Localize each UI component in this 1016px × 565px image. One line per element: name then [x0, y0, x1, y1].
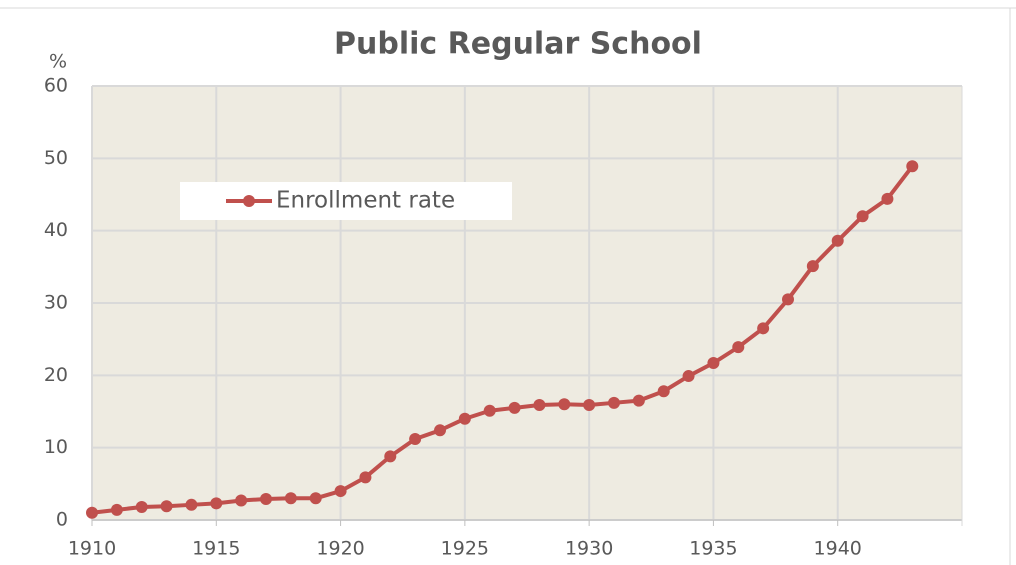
- data-point: [135, 500, 148, 513]
- x-tick-label: 1915: [192, 538, 240, 560]
- data-point: [831, 234, 844, 247]
- data-point: [309, 492, 322, 505]
- chart-title: Public Regular School: [334, 27, 702, 62]
- data-point: [235, 494, 248, 507]
- x-tick-label: 1925: [441, 538, 489, 560]
- x-tick-label: 1910: [68, 538, 116, 560]
- data-point: [732, 341, 745, 354]
- data-point: [608, 396, 620, 409]
- y-tick-label: 30: [44, 292, 68, 314]
- data-point: [583, 398, 596, 411]
- x-tick-label: 1935: [689, 538, 737, 560]
- y-tick-label: 60: [44, 75, 68, 97]
- data-point: [881, 192, 894, 205]
- data-line: [91, 165, 914, 515]
- y-tick-label: 0: [56, 509, 68, 531]
- data-point: [806, 260, 819, 273]
- data-point: [757, 322, 770, 335]
- data-point: [856, 210, 869, 223]
- y-tick-label: 20: [44, 364, 68, 386]
- legend-marker: [243, 195, 255, 207]
- data-point: [260, 493, 272, 506]
- data-point: [110, 503, 123, 516]
- data-point: [632, 394, 645, 407]
- y-tick-label: 10: [44, 436, 68, 458]
- data-point: [160, 500, 173, 513]
- data-point: [434, 424, 446, 437]
- data-point: [409, 432, 422, 445]
- data-point: [284, 492, 297, 505]
- data-point: [483, 404, 496, 417]
- x-tick-label: 1920: [316, 538, 364, 560]
- data-point: [384, 450, 397, 463]
- x-tick-label: 1930: [565, 538, 613, 560]
- data-point: [508, 401, 521, 414]
- data-point: [682, 370, 695, 383]
- data-point: [86, 506, 98, 519]
- data-point: [334, 485, 347, 498]
- data-point: [185, 498, 198, 511]
- data-point: [782, 293, 794, 306]
- data-point: [906, 160, 919, 173]
- y-tick-label: 40: [44, 219, 68, 241]
- data-point: [707, 357, 720, 370]
- data-point: [359, 471, 372, 484]
- data-point: [657, 385, 670, 398]
- y-axis-label: %: [49, 51, 67, 73]
- legend-label: Enrollment rate: [276, 188, 455, 214]
- data-point: [210, 497, 223, 510]
- data-point: [558, 398, 571, 411]
- data-point: [458, 412, 471, 425]
- y-tick-label: 50: [44, 147, 68, 169]
- x-tick-label: 1940: [814, 538, 862, 560]
- data-point: [533, 398, 546, 411]
